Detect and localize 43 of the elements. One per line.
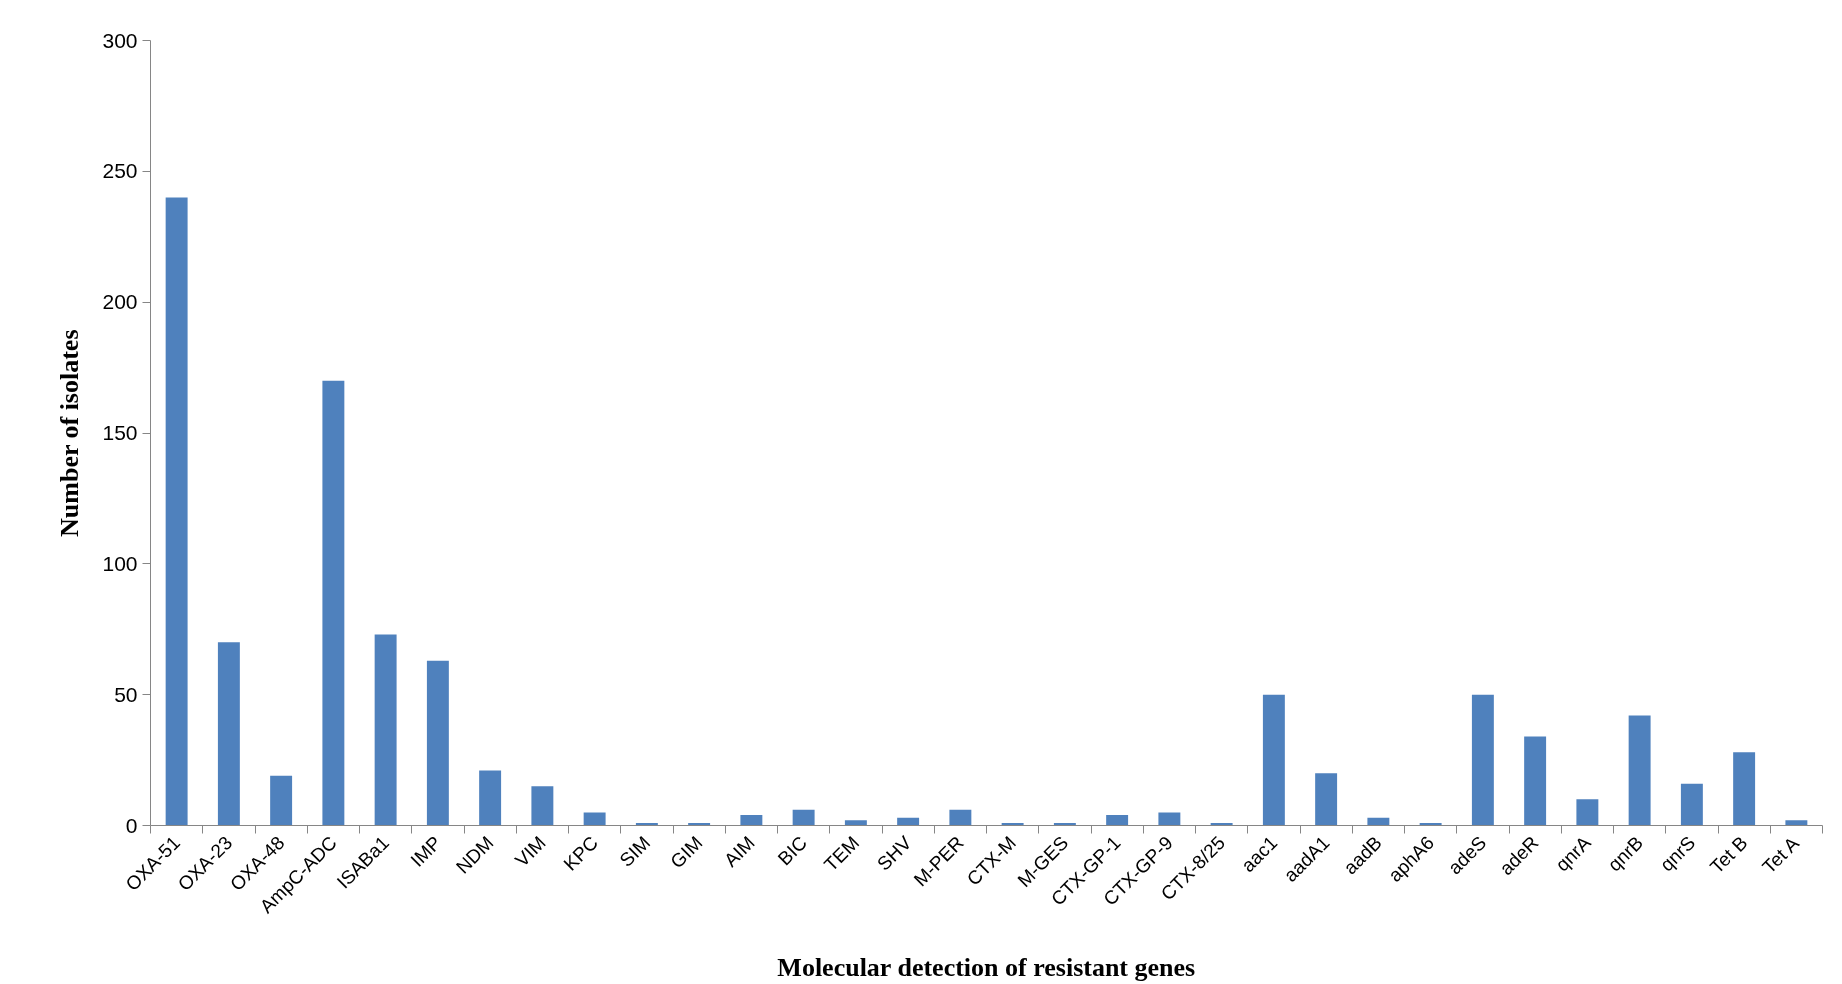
y-tick-label: 0 — [125, 813, 138, 837]
x-tick-label: AIM — [720, 832, 759, 871]
bar — [1367, 817, 1390, 826]
x-axis-title: Molecular detection of resistant genes — [777, 952, 1196, 982]
y-tick-label: 50 — [114, 682, 138, 706]
y-tick-label: 100 — [102, 551, 138, 575]
x-tick-label: SIM — [615, 832, 655, 871]
bar — [1106, 815, 1129, 826]
bar — [531, 786, 554, 826]
bar — [792, 809, 815, 826]
bar — [270, 775, 293, 826]
x-tick-label: Tet A — [1758, 832, 1804, 878]
bar — [1315, 773, 1338, 826]
bar — [1785, 820, 1808, 826]
x-tick-label: VIM — [511, 832, 550, 871]
bar — [1262, 694, 1285, 826]
bar — [1576, 799, 1599, 826]
bar — [740, 815, 763, 826]
bar — [949, 809, 972, 826]
bar — [322, 380, 345, 826]
x-tick-label: BIC — [773, 832, 812, 870]
bar — [374, 634, 397, 826]
y-axis-title: Number of isolates — [55, 329, 85, 537]
bar — [1628, 715, 1651, 826]
bar — [583, 812, 606, 826]
bar — [897, 817, 920, 826]
bar — [1680, 783, 1703, 826]
x-tick-label: GIM — [666, 832, 707, 873]
bar — [426, 660, 449, 826]
bar — [1524, 736, 1547, 826]
x-tick-label: Tet B — [1706, 832, 1752, 878]
bar — [217, 642, 240, 826]
x-tick-label: IMP — [406, 832, 446, 871]
bar — [1471, 694, 1494, 826]
y-tick-label: 300 — [102, 28, 138, 52]
bar — [844, 820, 867, 826]
bar — [1733, 752, 1756, 826]
y-tick-label: 250 — [102, 159, 138, 183]
bar — [1158, 812, 1181, 826]
y-tick-label: 150 — [102, 421, 138, 444]
bar — [165, 197, 188, 826]
bar — [479, 770, 502, 826]
y-tick-label: 200 — [102, 290, 138, 314]
